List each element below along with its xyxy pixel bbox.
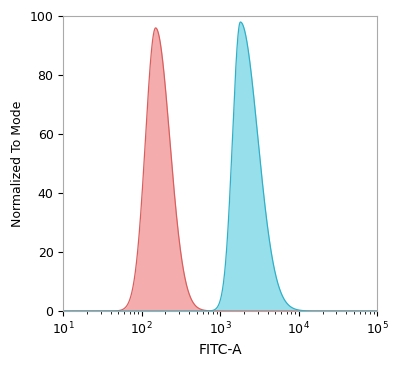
X-axis label: FITC-A: FITC-A [198, 343, 242, 357]
Y-axis label: Normalized To Mode: Normalized To Mode [11, 100, 24, 227]
